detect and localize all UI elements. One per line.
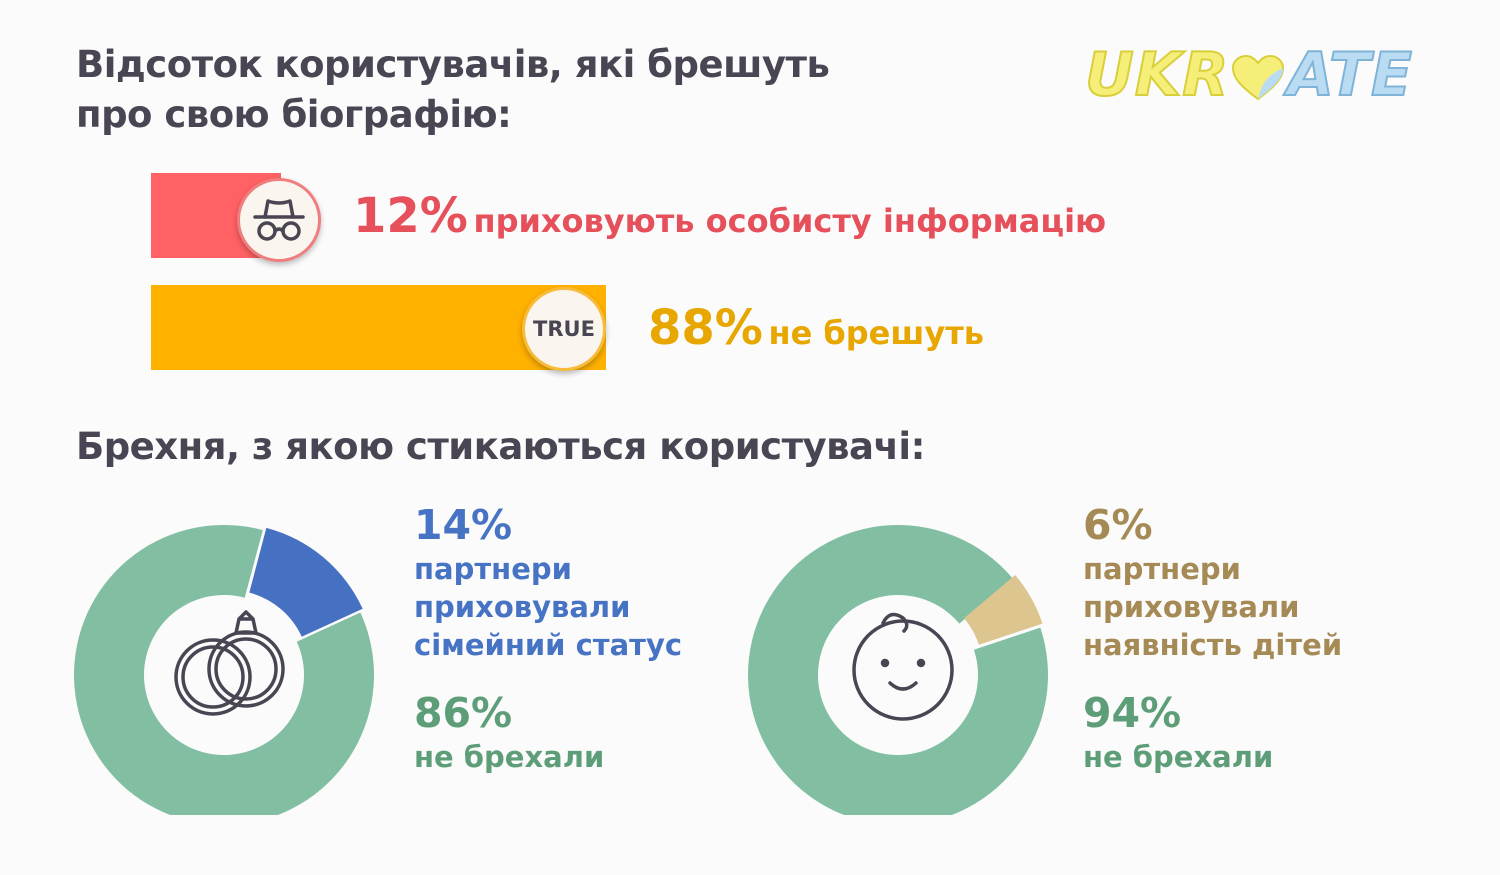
donut2-lie-line3: наявність дітей [1083, 628, 1343, 662]
donut-children [748, 525, 1048, 815]
donut2-slice-lie [964, 574, 1043, 645]
donut1-truth-pct: 86% [414, 689, 513, 737]
donut1-slice-lie [249, 527, 363, 637]
donut-marital-status [74, 525, 374, 815]
donut1-truth-label: не брехали [414, 740, 605, 774]
heart-icon [1232, 55, 1285, 101]
wedding-rings-icon [174, 610, 285, 716]
donut1-slice-truth [74, 525, 374, 815]
section-title: Брехня, з якою стикаються користувачі: [76, 425, 925, 468]
spy-badge [237, 178, 321, 262]
true-badge: TRUE [522, 287, 606, 371]
donut1-lie-line2: приховували [414, 590, 631, 624]
donut2-truth-pct: 94% [1083, 689, 1182, 737]
donut2-lie-line1: партнери [1083, 552, 1241, 586]
true-badge-text: TRUE [533, 317, 595, 341]
donut2-slice-truth [748, 525, 1048, 815]
donut1-lie-pct: 14% [414, 501, 513, 549]
donut2-lie-pct: 6% [1083, 501, 1153, 549]
ukrdate-logo: UKR ATE [1084, 39, 1425, 111]
spy-icon [253, 199, 305, 241]
donut2-truth-stat: 94% не брехали [1083, 688, 1273, 776]
bar-no-lie-pct: 88% [648, 300, 763, 356]
donut2-truth-label: не брехали [1083, 740, 1274, 774]
baby-face-icon [852, 612, 954, 721]
logo-text-left: UKR [1084, 39, 1230, 111]
donut1-lie-line3: сімейний статус [414, 628, 683, 662]
donut2-lie-line2: приховували [1083, 590, 1300, 624]
donut2-lie-stat: 6% партнери приховували наявність дітей [1083, 500, 1342, 664]
main-title: Відсоток користувачів, які брешуть про с… [76, 43, 830, 136]
logo-text-right: ATE [1286, 39, 1414, 111]
bar-no-lie-label: не брешуть [768, 314, 984, 352]
donut1-lie-stat: 14% партнери приховували сімейний статус [414, 500, 682, 664]
donut1-lie-line1: партнери [414, 552, 572, 586]
bar-hide-info-text: 12% приховують особисту інформацію [353, 188, 1106, 244]
bar-no-lie-text: 88% не брешуть [648, 300, 984, 356]
bar-hide-info-pct: 12% [353, 188, 468, 244]
donut1-truth-stat: 86% не брехали [414, 688, 604, 776]
bar-hide-info-label: приховують особисту інформацію [473, 202, 1107, 240]
